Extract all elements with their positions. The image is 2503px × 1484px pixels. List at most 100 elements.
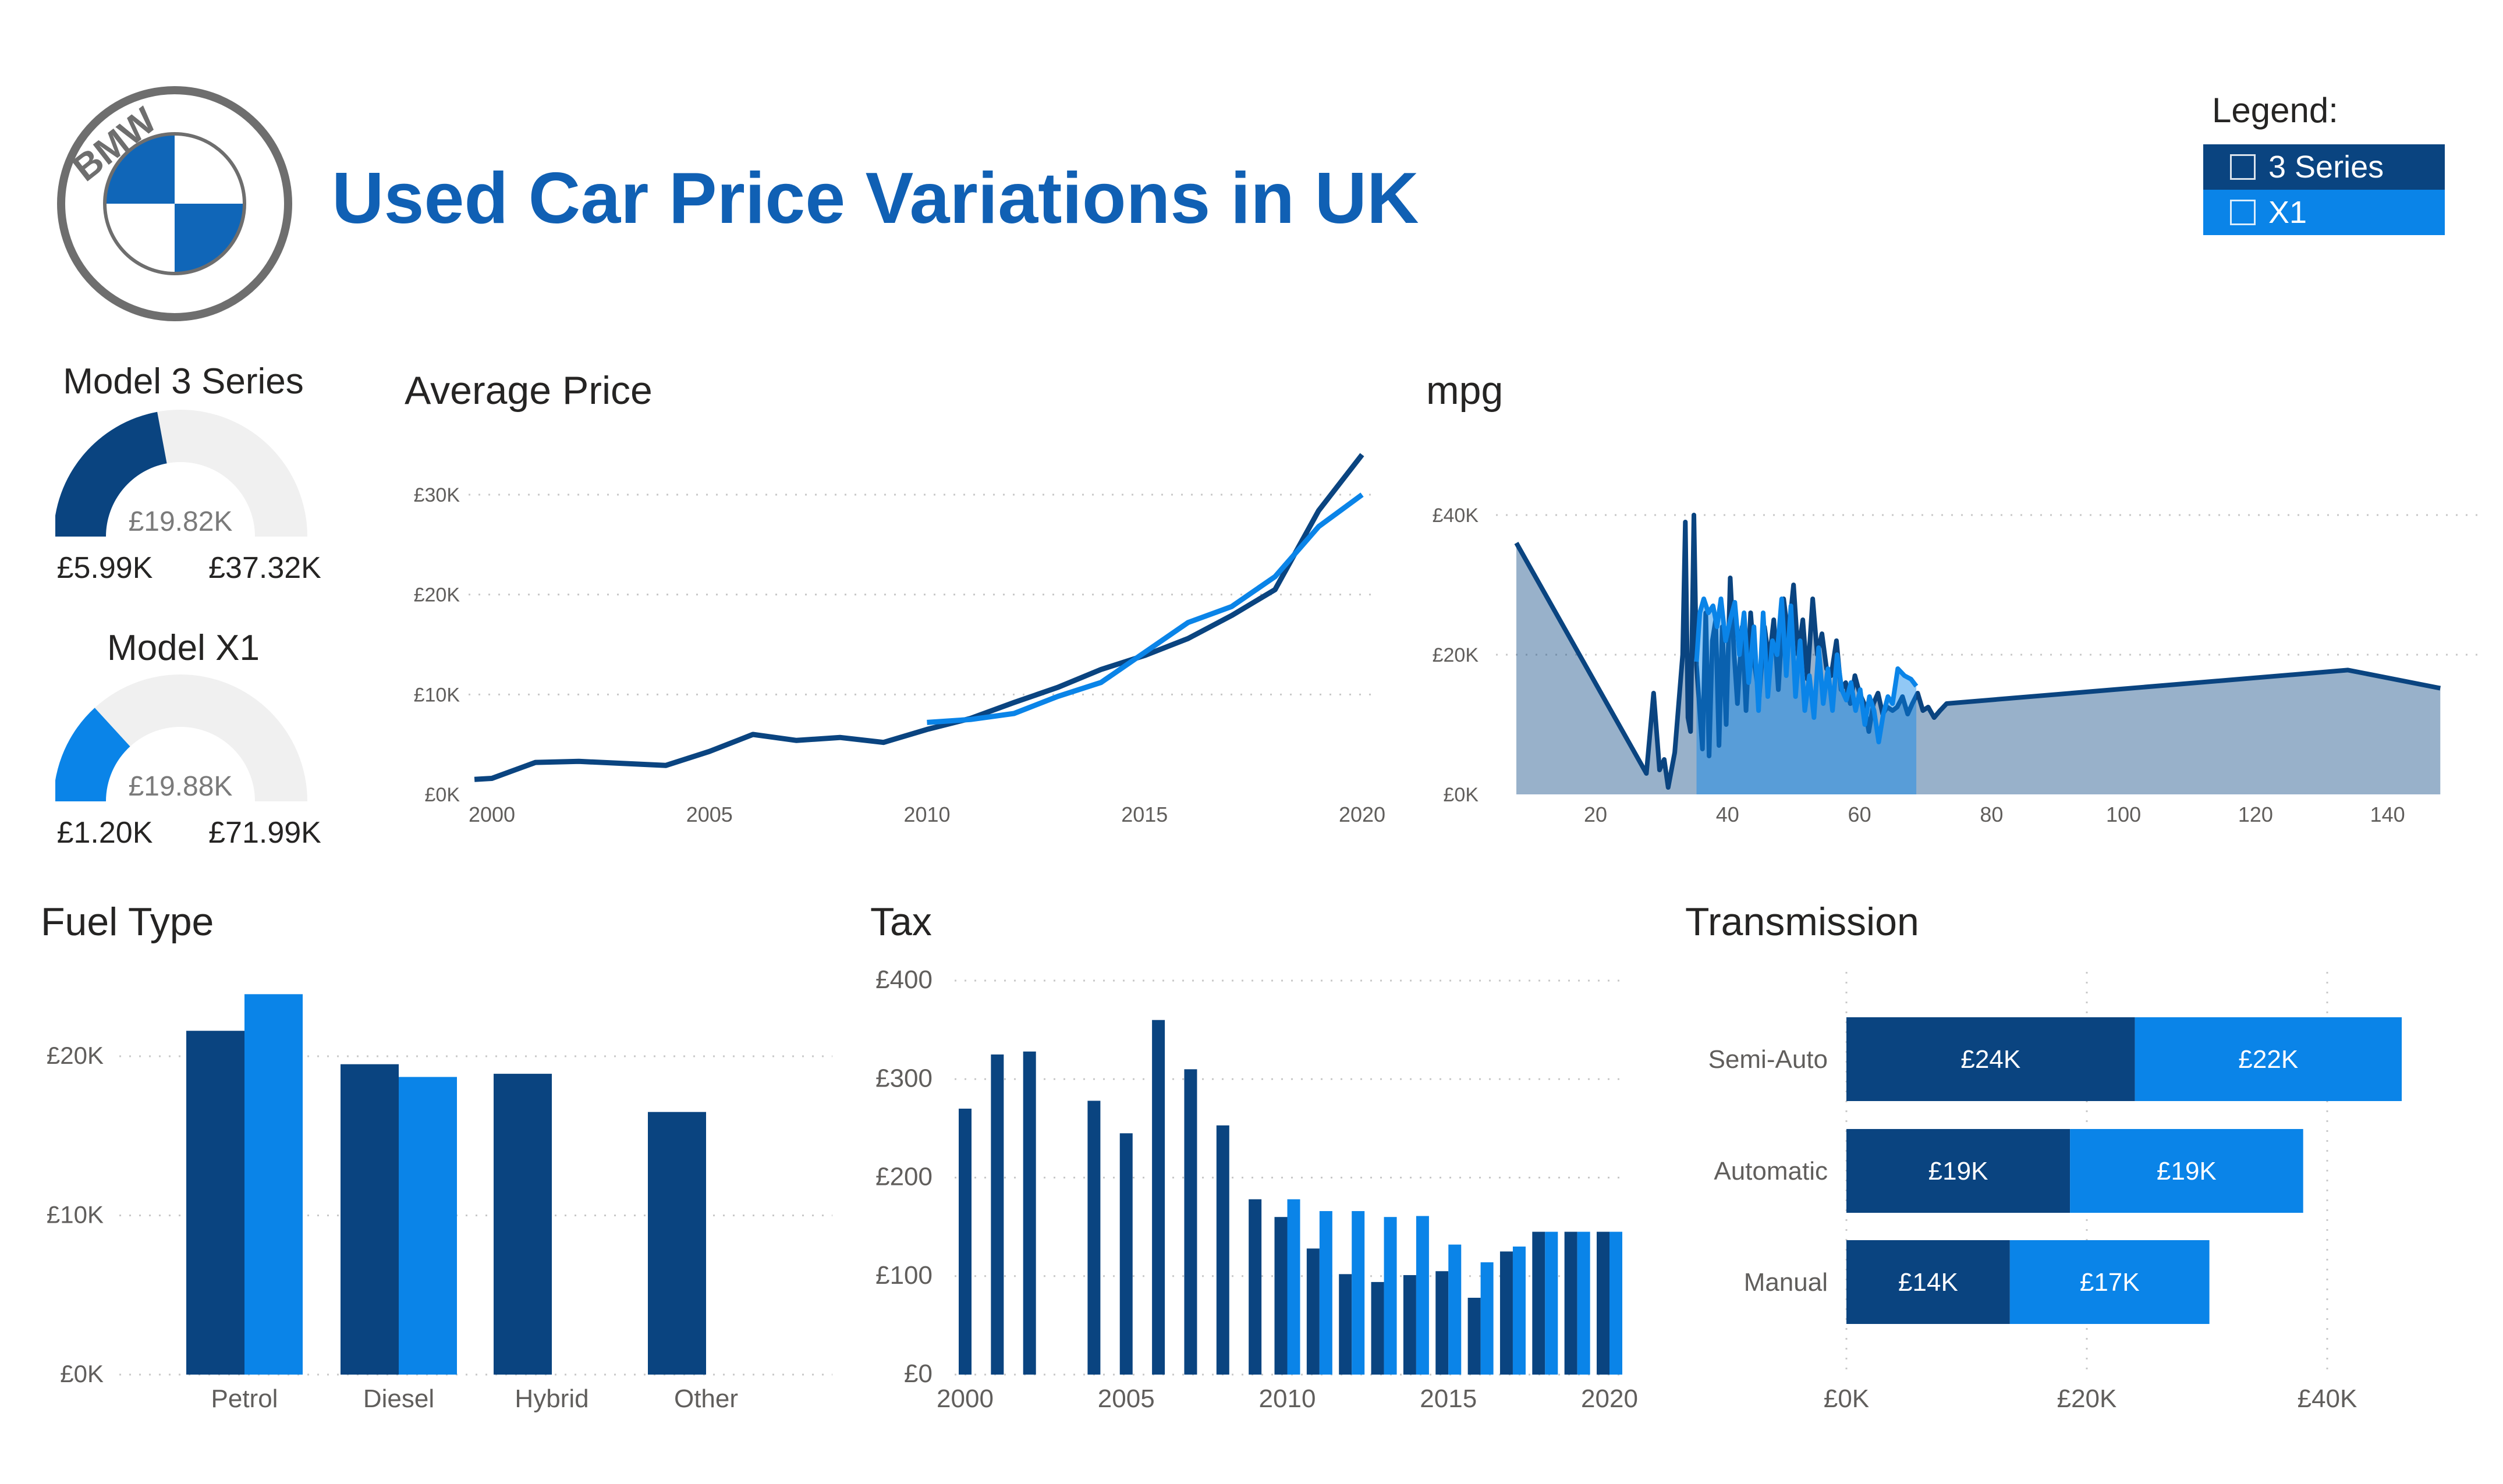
gauge-fill — [55, 411, 167, 537]
bar-3-series — [186, 1031, 244, 1375]
page-title: Used Car Price Variations in UK — [332, 158, 1419, 239]
tax-bar-x1 — [1545, 1231, 1558, 1375]
stacked-bar-3-series — [1846, 1017, 2135, 1101]
tax-bar-3-series — [1532, 1231, 1545, 1375]
tax-bar-3-series — [1371, 1281, 1384, 1375]
y-tick-label: £10K — [414, 684, 460, 706]
checkbox-icon[interactable] — [2230, 200, 2256, 225]
y-tick-label: £100 — [875, 1261, 933, 1290]
tax-bar-x1 — [1577, 1231, 1590, 1375]
y-tick-label: £400 — [875, 965, 933, 994]
legend-item-x1[interactable]: X1 — [2203, 190, 2445, 235]
tax-bar-3-series — [1216, 1125, 1229, 1375]
tax-bar-3-series — [1597, 1231, 1609, 1375]
tax-bar-3-series — [1467, 1297, 1481, 1375]
tax-bar-x1 — [1512, 1246, 1526, 1375]
chart-title-tax: Tax — [870, 900, 932, 944]
x-tick-label: £20K — [2057, 1384, 2117, 1413]
tax-bar-x1 — [1416, 1216, 1429, 1375]
chart-title-transmission: Transmission — [1685, 900, 1919, 944]
y-tick-label: £20K — [1433, 644, 1479, 666]
tax-bar-3-series — [1023, 1051, 1036, 1375]
gauge-max-label: £71.99K — [208, 816, 321, 850]
tax-bar-3-series — [1339, 1274, 1352, 1375]
x-tick-label: 2010 — [1259, 1384, 1316, 1413]
tax-bar-x1 — [1287, 1199, 1300, 1375]
tax-bar-3-series — [1152, 1020, 1165, 1375]
checkbox-icon[interactable] — [2230, 154, 2256, 180]
x-tick-label: Hybrid — [515, 1384, 588, 1413]
tax-bar-3-series — [959, 1109, 972, 1375]
y-tick-label: £40K — [1433, 505, 1479, 527]
x-tick-label: 2000 — [937, 1384, 994, 1413]
line-series-3-series — [474, 453, 1364, 782]
area-line-x1 — [1694, 597, 1919, 744]
x-tick-label: 60 — [1848, 803, 1871, 826]
area-fill-3-series — [1516, 515, 2441, 794]
tax-bar-3-series — [991, 1054, 1004, 1375]
x-tick-label: 120 — [2238, 803, 2273, 826]
tax-bar-3-series — [1564, 1231, 1577, 1375]
tax-bar-3-series — [1087, 1100, 1101, 1375]
stacked-bar-3-series — [1846, 1240, 2010, 1324]
gauge-fill — [55, 708, 130, 801]
gauge-value-label: £19.82K — [129, 506, 233, 537]
x-tick-label: 20 — [1584, 803, 1607, 826]
legend-item-label: X1 — [2268, 195, 2307, 230]
data-label: £19K — [1928, 1157, 1988, 1185]
gauge-value-label: £19.88K — [129, 771, 233, 802]
data-label: £14K — [1898, 1268, 1958, 1297]
data-label: £17K — [2080, 1268, 2140, 1297]
stacked-bar-x1 — [2135, 1017, 2402, 1101]
bar-x1 — [244, 994, 303, 1375]
y-tick-label: £0K — [1444, 784, 1479, 806]
y-tick-label: £0 — [904, 1359, 933, 1388]
x-tick-label: 2005 — [1098, 1384, 1155, 1413]
y-tick-label: £10K — [47, 1201, 104, 1229]
gauge-x1: £19.88K £1.20K £71.99K — [55, 674, 321, 850]
x-tick-label: 2010 — [903, 803, 950, 826]
gauge-3-series: £19.82K £5.99K £37.32K — [55, 410, 321, 585]
gauge-title-3-series: Model 3 Series — [63, 361, 304, 402]
chart-title-fuel-type: Fuel Type — [41, 900, 214, 944]
stacked-bar-3-series — [1846, 1129, 2071, 1213]
tax-bar-3-series — [1249, 1199, 1262, 1375]
x-tick-label: 2015 — [1121, 803, 1168, 826]
tax-bar-3-series — [1403, 1275, 1416, 1375]
x-tick-label: Other — [674, 1384, 738, 1413]
legend-item-3-series[interactable]: 3 Series — [2203, 144, 2445, 190]
x-tick-label: 2020 — [1581, 1384, 1638, 1413]
y-tick-label: £30K — [414, 484, 460, 506]
y-tick-label: £300 — [875, 1064, 933, 1092]
x-tick-label: 80 — [1980, 803, 2003, 826]
x-tick-label: 2020 — [1339, 803, 1385, 826]
y-tick-label: Automatic — [1714, 1157, 1828, 1185]
data-label: £19K — [2157, 1157, 2217, 1185]
tax-bar-3-series — [1499, 1251, 1513, 1375]
gauge-track — [55, 674, 307, 801]
x-tick-label: £0K — [1824, 1384, 1869, 1413]
legend-title: Legend: — [2212, 91, 2338, 130]
y-tick-label: £20K — [47, 1042, 104, 1069]
bmw-logo: BMW — [55, 84, 294, 323]
line-series-x1 — [927, 492, 1364, 725]
x-tick-label: £40K — [2298, 1384, 2357, 1413]
stacked-bar-x1 — [2070, 1129, 2303, 1213]
x-tick-label: 100 — [2106, 803, 2141, 826]
legend-item-label: 3 Series — [2268, 150, 2384, 184]
tax-bar-3-series — [1119, 1133, 1133, 1375]
bar-3-series — [494, 1074, 552, 1375]
bar-x1 — [399, 1077, 457, 1375]
x-tick-label: Diesel — [363, 1384, 434, 1413]
tax-bar-3-series — [1184, 1069, 1197, 1375]
y-tick-label: £200 — [875, 1163, 933, 1191]
tax-bar-x1 — [1319, 1211, 1332, 1375]
gauge-max-label: £37.32K — [208, 551, 321, 585]
x-tick-label: 2005 — [686, 803, 733, 826]
y-tick-label: Semi-Auto — [1708, 1045, 1828, 1074]
x-tick-label: 140 — [2370, 803, 2405, 826]
gauge-min-label: £1.20K — [57, 816, 153, 850]
x-tick-label: 2000 — [469, 803, 515, 826]
y-tick-label: £0K — [60, 1360, 104, 1387]
bar-3-series — [341, 1064, 399, 1375]
